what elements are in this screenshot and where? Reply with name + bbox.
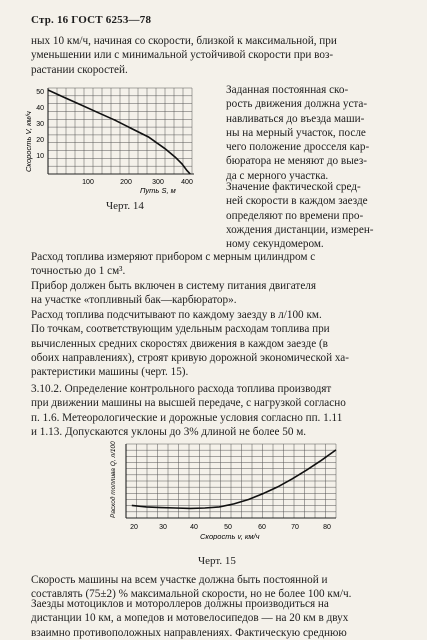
text-line: дистанции 10 км, а мопедов и мотовелосип… bbox=[31, 612, 349, 625]
text-line: Скорость машины на всем участке должна б… bbox=[31, 574, 328, 586]
text-line: на участке «топливный бак—карбюратор». bbox=[31, 294, 237, 307]
text-line: бюратора не меняют до выез- bbox=[226, 155, 367, 168]
section-3-10-2-paragraph: 3.10.2. Определение контрольного расхода… bbox=[31, 382, 401, 439]
side-paragraph-1: Заданная постоянная ско- рость движения … bbox=[226, 83, 401, 183]
side-paragraph-2: Значение фактической сред- ней скорости … bbox=[226, 180, 401, 251]
text-line: хождения дистанции, измерен- bbox=[226, 223, 374, 236]
text-line: обоих направлениях), строят кривую дорож… bbox=[31, 351, 349, 364]
figure-14-caption: Черт. 14 bbox=[106, 200, 144, 212]
page-header: Стр. 16 ГОСТ 6253—78 bbox=[31, 14, 152, 26]
y-axis-label: Расход топлива Q, л/100 км bbox=[109, 440, 117, 518]
text-line: взаимно противоположных направлениях. Фа… bbox=[31, 626, 347, 639]
text-line: Расход топлива измеряют прибором с мерны… bbox=[31, 251, 316, 263]
text-line: да с мерного участка. bbox=[226, 169, 329, 182]
figure-15-chart: 20 30 40 50 60 70 80 Скорость v, км/ч Ра… bbox=[109, 440, 337, 540]
x-tick-label: 60 bbox=[258, 524, 266, 531]
speed-paragraph: Скорость машины на всем участке должна б… bbox=[31, 573, 401, 602]
chart-series bbox=[131, 449, 337, 510]
x-tick-label: 400 bbox=[181, 179, 193, 186]
x-tick-label: 30 bbox=[159, 524, 167, 531]
x-axis-label: Скорость v, км/ч bbox=[200, 532, 260, 540]
text-line: при движении машины на высшей передаче, … bbox=[31, 397, 346, 410]
text-line: уменьшении или с минимальной устойчивой … bbox=[31, 49, 334, 62]
x-tick-label: 300 bbox=[152, 179, 164, 186]
text-line: Заданная постоянная ско- bbox=[226, 84, 349, 96]
text-line: ней скорости в каждом заезде bbox=[226, 195, 368, 208]
text-line: ных 10 км/ч, начиная со скорости, близко… bbox=[31, 35, 337, 47]
text-line: рость движения должна уста- bbox=[226, 98, 368, 111]
fuel-consumption-curve bbox=[131, 449, 337, 510]
chart-series bbox=[47, 89, 191, 175]
text-line: навливаться до въезда маши- bbox=[226, 112, 365, 125]
motorcycle-paragraph: Заезды мотоциклов и мотороллеров должны … bbox=[31, 597, 401, 640]
text-line: рактеристики машины (черт. 15). bbox=[31, 366, 189, 379]
fuel-measure-paragraph: Расход топлива измеряют прибором с мерны… bbox=[31, 250, 401, 279]
x-tick-label: 50 bbox=[224, 524, 232, 531]
text-line: определяют по времени про- bbox=[226, 209, 364, 222]
chart-grid bbox=[125, 443, 337, 519]
text-line: Расход топлива подсчитывают по каждому з… bbox=[31, 309, 322, 321]
text-line: чего положение дросселя кар- bbox=[226, 141, 370, 154]
chart-grid bbox=[47, 87, 194, 175]
text-line: п. 1.6. Метеорологические и дорожные усл… bbox=[31, 411, 343, 424]
text-line: Прибор должен быть включен в систему пит… bbox=[31, 280, 317, 292]
y-tick-label: 40 bbox=[36, 105, 44, 112]
x-tick-label: 40 bbox=[190, 524, 198, 531]
figure-14-chart: 50 40 30 20 10 100 200 300 400 Путь S, м… bbox=[24, 87, 194, 195]
text-line: составлять (75±2) % максимальной скорост… bbox=[31, 588, 352, 601]
text-line: и 1.13. Допускаются уклоны до 3% длиной … bbox=[31, 425, 307, 438]
text-line: По точкам, соответствующим удельным расх… bbox=[31, 323, 330, 336]
x-tick-label: 70 bbox=[291, 524, 299, 531]
x-tick-label: 80 bbox=[323, 524, 331, 531]
intro-paragraph: ных 10 км/ч, начиная со скорости, близко… bbox=[31, 34, 401, 77]
x-tick-label: 20 bbox=[130, 524, 138, 531]
y-tick-label: 10 bbox=[36, 153, 44, 160]
calculation-paragraph: Расход топлива подсчитывают по каждому з… bbox=[31, 308, 401, 379]
y-tick-label: 20 bbox=[36, 137, 44, 144]
text-line: ны на мерный участок, после bbox=[226, 126, 366, 139]
x-axis-label: Путь S, м bbox=[140, 186, 176, 195]
device-paragraph: Прибор должен быть включен в систему пит… bbox=[31, 279, 401, 308]
text-line: точностью до 1 см³. bbox=[31, 265, 126, 278]
text-line: Значение фактической сред- bbox=[226, 181, 361, 193]
x-tick-label: 200 bbox=[120, 179, 132, 186]
speed-distance-curve bbox=[47, 89, 191, 175]
text-line: Заезды мотоциклов и мотороллеров должны … bbox=[31, 598, 329, 610]
y-axis-label: Скорость V, км/ч bbox=[24, 111, 33, 172]
y-tick-label: 30 bbox=[36, 121, 44, 128]
text-line: 3.10.2. Определение контрольного расхода… bbox=[31, 383, 332, 395]
text-line: вычисленных средних скоростях движения в… bbox=[31, 337, 328, 350]
text-line: ному секундомером. bbox=[226, 238, 324, 251]
figure-15-caption: Черт. 15 bbox=[198, 555, 236, 567]
x-tick-label: 100 bbox=[82, 179, 94, 186]
text-line: растании скоростей. bbox=[31, 63, 128, 76]
y-tick-label: 50 bbox=[36, 89, 44, 96]
